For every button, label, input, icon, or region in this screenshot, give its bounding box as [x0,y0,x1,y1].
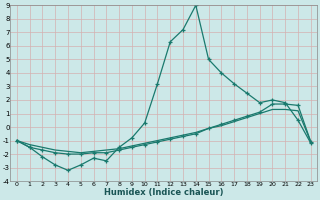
X-axis label: Humidex (Indice chaleur): Humidex (Indice chaleur) [104,188,224,197]
